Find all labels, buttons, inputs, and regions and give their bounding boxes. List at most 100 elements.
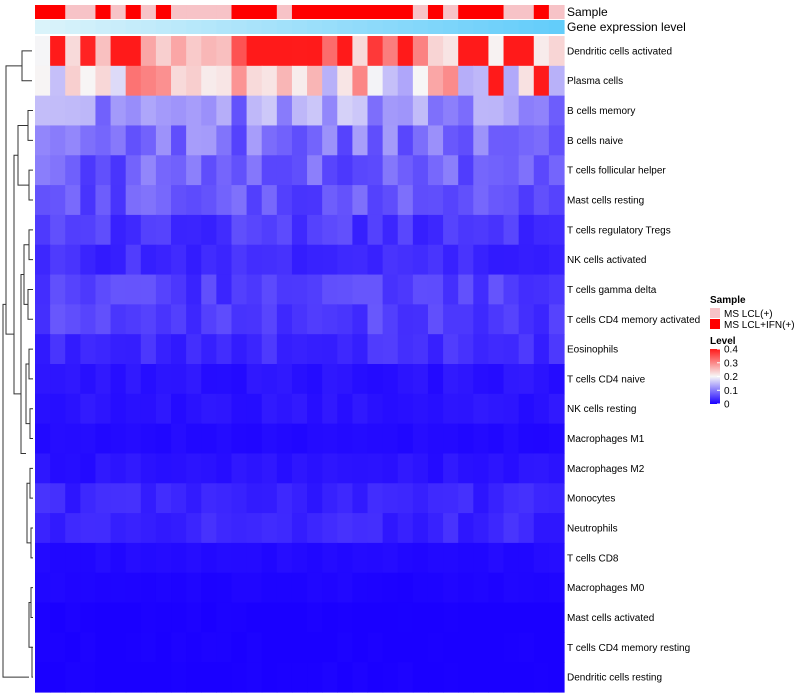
heatmap-cell <box>80 244 97 276</box>
heatmap-cell <box>276 214 293 246</box>
heatmap-cell <box>503 602 520 633</box>
heatmap-cell <box>397 155 414 186</box>
row-label: Mast cells resting <box>567 196 644 207</box>
heatmap-cell <box>367 185 384 216</box>
heatmap-cell <box>186 542 202 574</box>
heatmap-cell <box>155 304 172 335</box>
heatmap-cell <box>352 334 369 365</box>
heatmap-cell <box>322 662 338 693</box>
heatmap-cell <box>443 36 459 67</box>
sample-anno-cell <box>352 5 369 19</box>
heatmap-cell <box>518 513 535 544</box>
heatmap-cell <box>322 602 338 633</box>
expression-anno-cell <box>261 20 278 34</box>
heatmap-cell <box>186 513 202 544</box>
heatmap-cell <box>382 65 399 97</box>
legend-level-tick: 0.3 <box>724 358 738 369</box>
legend-sample-title: Sample <box>710 295 746 306</box>
heatmap-cell <box>50 572 66 604</box>
dendrogram-branch <box>13 154 21 395</box>
sample-anno-cell <box>548 5 565 19</box>
heatmap-cell <box>503 244 520 276</box>
heatmap-cell <box>443 95 459 127</box>
heatmap-cell <box>50 453 66 484</box>
heatmap-cell <box>533 125 550 156</box>
heatmap-cell <box>50 632 66 663</box>
dendrogram-branch <box>29 467 33 499</box>
heatmap-cell <box>216 95 233 127</box>
heatmap-cell <box>246 602 263 633</box>
heatmap-cell <box>140 513 157 544</box>
heatmap-cell <box>95 632 112 663</box>
heatmap-cell <box>50 65 66 97</box>
expression-anno-cell <box>110 20 127 34</box>
heatmap-cell <box>261 572 278 604</box>
heatmap-cell <box>412 36 429 67</box>
expression-anno-cell <box>488 20 505 34</box>
heatmap-cell <box>201 304 217 335</box>
heatmap-cell <box>291 602 308 633</box>
heatmap-cell <box>276 364 293 395</box>
heatmap-cell <box>352 423 369 455</box>
sample-anno-cell <box>216 5 233 19</box>
heatmap-cell <box>80 483 97 514</box>
heatmap-cell <box>246 125 263 156</box>
heatmap-cell <box>397 542 414 574</box>
heatmap-cell <box>367 304 384 335</box>
heatmap-cell <box>155 214 172 246</box>
heatmap-cell <box>65 65 81 97</box>
heatmap-cell <box>443 423 459 455</box>
heatmap-cell <box>427 483 444 514</box>
heatmap-cell <box>246 572 263 604</box>
heatmap-cell <box>427 334 444 365</box>
heatmap-cell <box>458 542 474 574</box>
dendrogram-branch <box>29 408 33 440</box>
heatmap-cell <box>443 483 459 514</box>
heatmap-cell <box>473 65 490 97</box>
row-label: Eosinophils <box>567 345 618 356</box>
heatmap-cell <box>140 483 157 514</box>
heatmap-cell <box>427 513 444 544</box>
heatmap-cell <box>443 632 459 663</box>
heatmap-cell <box>382 483 399 514</box>
heatmap-cell <box>125 453 142 484</box>
heatmap-cell <box>261 542 278 574</box>
heatmap-cell <box>261 36 278 67</box>
heatmap-cell <box>518 334 535 365</box>
heatmap-cell <box>533 423 550 455</box>
sample-anno-cell <box>110 5 127 19</box>
heatmap-cell <box>488 483 505 514</box>
heatmap-cell <box>35 662 51 693</box>
heatmap-cell <box>397 513 414 544</box>
heatmap-cell <box>382 662 399 693</box>
heatmap-cell <box>231 662 248 693</box>
heatmap-cell <box>397 65 414 97</box>
heatmap-cell <box>155 185 172 216</box>
heatmap-cell <box>246 304 263 335</box>
heatmap-cell <box>352 393 369 425</box>
heatmap-cell <box>533 453 550 484</box>
heatmap-cell <box>518 453 535 484</box>
heatmap-cell <box>367 274 384 305</box>
heatmap-cell <box>95 185 112 216</box>
heatmap-cell <box>125 513 142 544</box>
heatmap-cell <box>80 662 97 693</box>
heatmap-cell <box>140 364 157 395</box>
heatmap-cell <box>186 393 202 425</box>
heatmap-cell <box>171 632 187 663</box>
heatmap-cell <box>276 36 293 67</box>
heatmap-cell <box>367 393 384 425</box>
heatmap-cell <box>80 513 97 544</box>
heatmap-cell <box>201 483 217 514</box>
heatmap-cell <box>276 244 293 276</box>
heatmap-cell <box>382 602 399 633</box>
sample-annotation-bar <box>35 5 565 19</box>
heatmap-cell <box>216 572 233 604</box>
heatmap-cell <box>397 393 414 425</box>
dendrogram-branch <box>28 229 33 261</box>
sample-anno-cell <box>397 5 414 19</box>
heatmap-cell <box>140 602 157 633</box>
expression-anno-cell <box>382 20 399 34</box>
heatmap-cell <box>367 95 384 127</box>
row-label: Neutrophils <box>567 524 618 535</box>
